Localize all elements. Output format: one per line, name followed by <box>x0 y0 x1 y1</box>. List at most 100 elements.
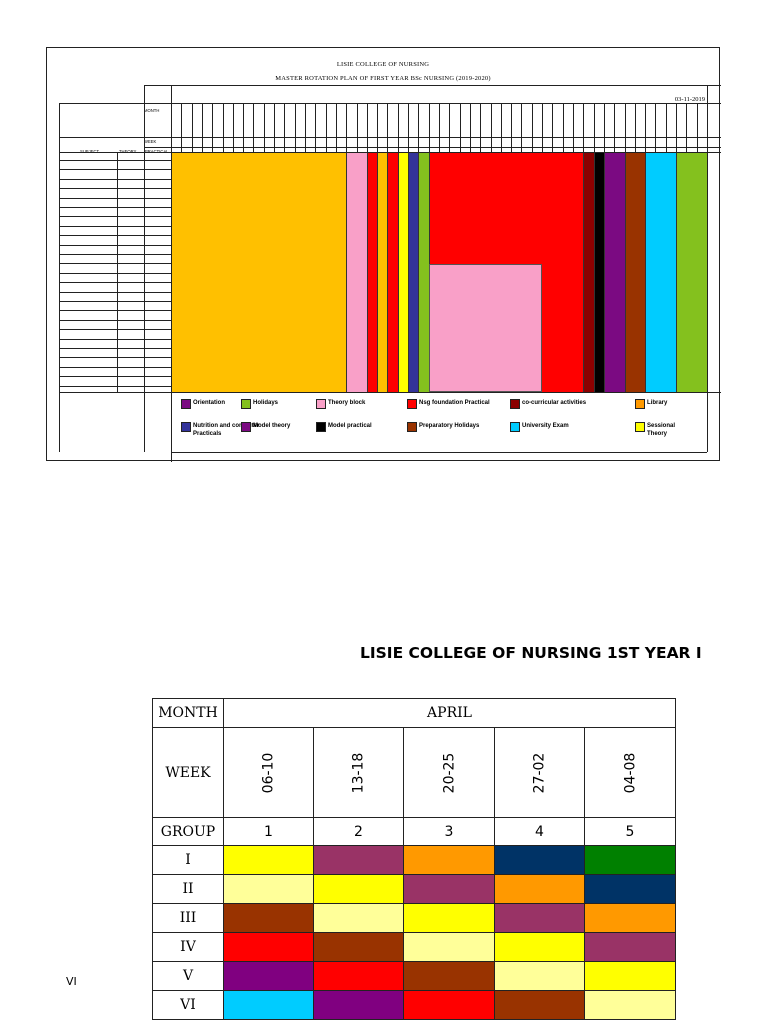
week-divider <box>583 103 585 152</box>
rotation-color-cell <box>584 990 676 1020</box>
frame-line <box>144 147 721 148</box>
subject-row-line <box>59 235 171 237</box>
frame-line <box>59 392 721 393</box>
subject-row-line <box>59 272 171 274</box>
week-cell: 06-10 <box>223 727 314 818</box>
rotation-color-cell <box>403 990 495 1020</box>
subject-row-line <box>59 244 171 246</box>
week-divider <box>665 103 667 152</box>
legend-item: University Exam <box>510 422 600 432</box>
legend-label: Nsg foundation Practical <box>419 400 490 406</box>
rotation-color-cell <box>223 932 314 962</box>
frame-line <box>59 103 721 104</box>
subject-row-line <box>59 225 171 227</box>
legend-item: Preparatory Holidays <box>407 422 497 432</box>
rotation-title: LISIE COLLEGE OF NURSING 1ST YEAR I <box>360 644 702 662</box>
group-number-cell: 2 <box>313 817 404 846</box>
rotation-block <box>366 153 378 392</box>
group-number-cell: 4 <box>494 817 585 846</box>
legend-swatch <box>407 422 417 432</box>
legend-label: Theory block <box>328 400 366 406</box>
subject-row-line <box>59 319 171 321</box>
week-divider <box>562 103 564 152</box>
subject-row-line <box>59 329 171 331</box>
legend-item: Holidays <box>241 399 331 409</box>
week-range: 13-18 <box>350 752 367 793</box>
legend-item: Orientation <box>181 399 271 409</box>
subject-row-line <box>59 338 171 340</box>
week-range: 06-10 <box>260 752 277 793</box>
week-divider <box>397 103 399 152</box>
rotation-color-cell <box>494 932 585 962</box>
rotation-block <box>387 153 398 392</box>
group-row: I <box>152 845 676 875</box>
subject-row-line <box>59 366 171 368</box>
rotation-color-cell <box>494 990 585 1020</box>
master-rotation-plan: LISIE COLLEGE OF NURSING MASTER ROTATION… <box>46 47 721 462</box>
subject-row-line <box>59 301 171 302</box>
week-cell: 27-02 <box>494 727 585 818</box>
subject-row-line <box>59 160 171 161</box>
week-label: WEEK <box>144 139 157 144</box>
legend-item: Model practical <box>316 422 406 432</box>
week-cell: 04-08 <box>584 727 676 818</box>
frame-line <box>144 85 145 452</box>
week-range: 04-08 <box>622 752 638 793</box>
rotation-color-cell <box>403 932 495 962</box>
legend-item: Sessional Theory <box>635 422 685 438</box>
rotation-color-cell <box>313 845 404 875</box>
month-header-cell: MONTH <box>152 698 224 728</box>
subject-row-line <box>59 348 171 349</box>
frame-line <box>144 85 721 86</box>
plan-subtitle: MASTER ROTATION PLAN OF FIRST YEAR BSc N… <box>275 75 491 82</box>
week-divider <box>356 103 358 152</box>
rotation-color-cell <box>223 845 314 875</box>
rotation-color-cell <box>403 845 495 875</box>
frame-line <box>171 85 172 462</box>
subject-row-line <box>59 385 171 387</box>
week-divider <box>315 103 317 152</box>
frame-line <box>171 452 707 453</box>
week-divider <box>377 103 379 152</box>
frame-line <box>707 85 708 452</box>
rotation-block <box>408 153 419 392</box>
week-divider <box>232 103 234 152</box>
week-divider <box>696 103 698 152</box>
rotation-color-cell <box>403 874 495 904</box>
legend-swatch <box>510 399 520 409</box>
month-value-cell: APRIL <box>223 698 676 728</box>
group-row: IV <box>152 932 676 962</box>
week-divider <box>387 103 389 152</box>
group-row: II <box>152 874 676 904</box>
legend-swatch <box>510 422 520 432</box>
week-cell: 20-25 <box>403 727 495 818</box>
subject-row-line <box>59 282 171 284</box>
rotation-color-cell <box>223 961 314 991</box>
rotation-block <box>593 153 604 392</box>
legend-swatch <box>407 399 417 409</box>
group-number-cell: 5 <box>584 817 676 846</box>
rotation-color-cell <box>494 845 585 875</box>
group-roman-cell: II <box>152 874 224 904</box>
week-divider <box>552 103 554 152</box>
week-divider <box>428 103 430 152</box>
week-divider <box>490 103 492 152</box>
rotation-block <box>346 153 367 392</box>
week-divider <box>645 103 647 152</box>
legend-item: Model theory <box>241 422 331 432</box>
group-roman-cell: I <box>152 845 224 875</box>
rotation-block <box>624 153 646 392</box>
week-divider <box>531 103 533 152</box>
subject-row-line <box>59 254 171 255</box>
week-divider <box>624 103 626 152</box>
rotation-color-cell <box>584 845 676 875</box>
legend-label: Preparatory Holidays <box>419 423 480 429</box>
legend-item: co-curricular activities <box>510 399 600 409</box>
week-divider <box>263 103 265 152</box>
legend-swatch <box>181 422 191 432</box>
legend-item: Nutrition and computer Practicals <box>181 422 271 438</box>
theory-column-header: THEORY <box>119 149 137 154</box>
week-divider <box>655 103 657 152</box>
plan-date: 03-11-2019 <box>674 96 705 103</box>
group-row: V <box>152 961 676 991</box>
